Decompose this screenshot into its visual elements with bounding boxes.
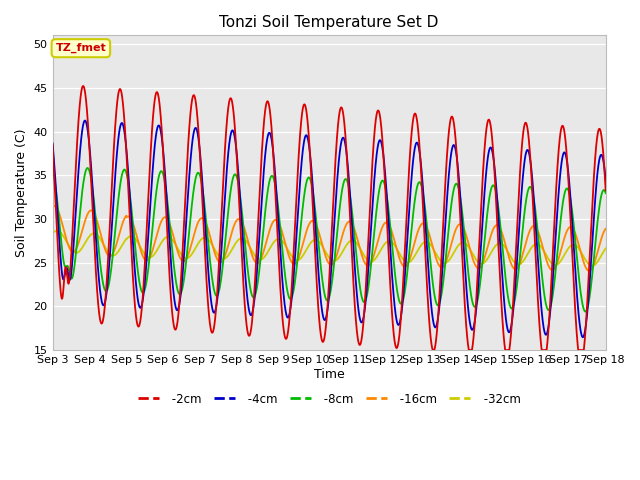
Text: TZ_fmet: TZ_fmet: [56, 43, 106, 53]
X-axis label: Time: Time: [314, 368, 344, 381]
Y-axis label: Soil Temperature (C): Soil Temperature (C): [15, 129, 28, 257]
Title: Tonzi Soil Temperature Set D: Tonzi Soil Temperature Set D: [220, 15, 439, 30]
Legend:  -2cm,  -4cm,  -8cm,  -16cm,  -32cm: -2cm, -4cm, -8cm, -16cm, -32cm: [133, 388, 525, 410]
